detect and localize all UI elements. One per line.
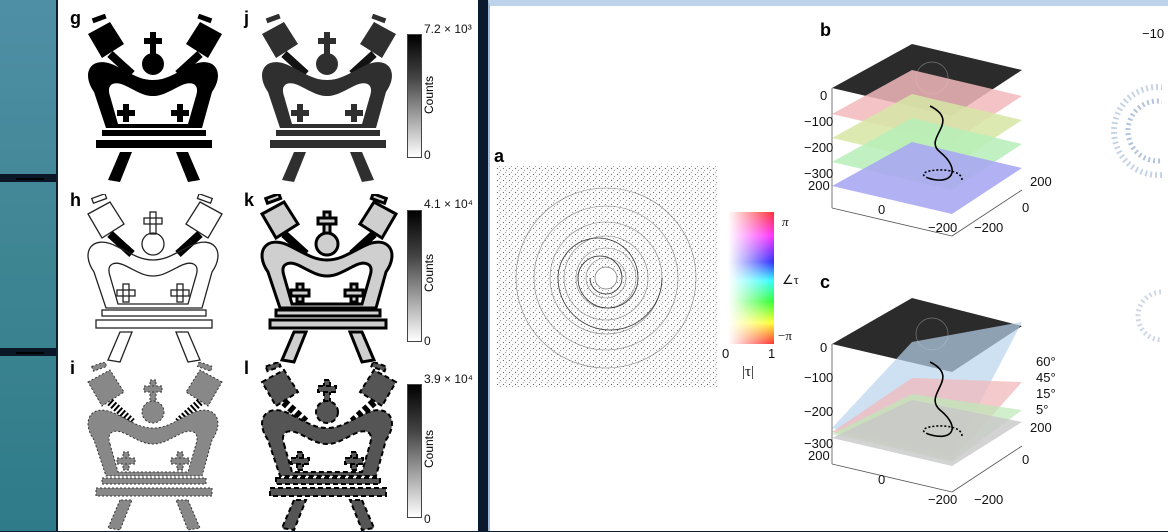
- plot-b-x-tick: 200: [808, 178, 830, 193]
- colorbar-max-label: 7.2 × 10³: [424, 22, 472, 36]
- plot-c-z-tick: −100: [804, 370, 834, 385]
- colorbar-axis-label: Counts: [422, 429, 437, 469]
- plot-b-x-tick: −200: [928, 220, 958, 235]
- colorbar-j: [407, 34, 422, 158]
- phase-max-label: π: [782, 214, 789, 229]
- plot-c-angle-label: 60°: [1036, 354, 1056, 369]
- left-figure-panel: g j h k i l: [58, 0, 478, 531]
- phase-angle-label: ∠τ: [782, 272, 799, 287]
- plot-b-y-tick: −200: [974, 220, 1004, 235]
- panel-label-g: g: [70, 8, 81, 28]
- crown-image-h: [80, 194, 230, 364]
- plot-b-z-tick: −300: [804, 166, 834, 181]
- colorbar-max-label: 4.1 × 10⁴: [424, 197, 473, 211]
- partial-spiral-image: [1111, 84, 1162, 178]
- panel-label-j: j: [244, 8, 250, 28]
- plot-c-z-tick: 0: [820, 340, 828, 355]
- plot-c-x-tick: 200: [808, 448, 830, 463]
- plot-c-y-tick: 0: [1022, 452, 1030, 467]
- right-figure-panel: a b c π ∠τ −π 0 1 |τ|: [488, 0, 1168, 531]
- panel-label-a: a: [494, 146, 505, 166]
- plot-c-x-tick: 0: [878, 472, 886, 487]
- plot-c-x-tick: −200: [928, 492, 958, 507]
- crown-image-l: [254, 362, 404, 532]
- figure-separator: [478, 0, 488, 531]
- panel-label-c: c: [820, 272, 831, 292]
- crown-image-j: [254, 14, 404, 184]
- panel-label-b: b: [820, 20, 831, 40]
- vortex-phase-image: [496, 166, 718, 388]
- partial-spiral-image: [1135, 289, 1162, 343]
- plot-c-angle-label: 45°: [1036, 370, 1056, 385]
- amplitude-fade: [728, 212, 774, 344]
- amplitude-min-label: 0: [722, 346, 730, 361]
- plot-c-y-tick: −200: [974, 492, 1004, 507]
- plot-b-x-tick: 0: [878, 202, 886, 217]
- plot-c-z-tick: −300: [804, 436, 834, 451]
- crown-image-g: [80, 14, 230, 184]
- left-edge-strip: [0, 0, 56, 531]
- panel-label-i: i: [70, 358, 76, 378]
- plot-b-z-tick: −200: [804, 140, 834, 155]
- plot-c-angle-label: 15°: [1036, 386, 1056, 401]
- plot-b-y-tick: 200: [1030, 174, 1052, 189]
- plot-b-z-tick: −100: [804, 114, 834, 129]
- colorbar-axis-label: Counts: [422, 253, 437, 293]
- colorbar-l: [407, 384, 422, 518]
- plot-b-z-tick: 0: [820, 88, 828, 103]
- phase-min-label: −π: [778, 328, 792, 343]
- plot-c-y-tick: 200: [1030, 420, 1052, 435]
- panel-label-h: h: [70, 190, 81, 210]
- amplitude-max-label: 1: [768, 346, 776, 361]
- plot-c-angle-label: 5°: [1036, 402, 1049, 417]
- amplitude-axis-label: |τ|: [742, 364, 755, 380]
- plot-b-y-tick: 0: [1022, 200, 1030, 215]
- scale-bar: [16, 178, 44, 180]
- colorbar-axis-label: Counts: [422, 75, 437, 115]
- colorbar-max-label: 3.9 × 10⁴: [424, 372, 473, 386]
- crown-image-k: [254, 194, 404, 364]
- plot-c-z-tick: −200: [804, 404, 834, 419]
- plot-c-3d: [831, 298, 1023, 493]
- partial-tick-label: −10: [1142, 26, 1165, 41]
- crown-image-i: [80, 362, 230, 532]
- panel-label-k: k: [244, 190, 255, 210]
- colorbar-min-label: 0: [424, 334, 431, 348]
- plot-b-3d: [831, 44, 1023, 237]
- colorbar-min-label: 0: [424, 512, 431, 526]
- scale-bar: [16, 352, 44, 354]
- panel-label-l: l: [244, 358, 250, 378]
- colorbar-min-label: 0: [424, 148, 431, 162]
- colorbar-k: [407, 210, 422, 342]
